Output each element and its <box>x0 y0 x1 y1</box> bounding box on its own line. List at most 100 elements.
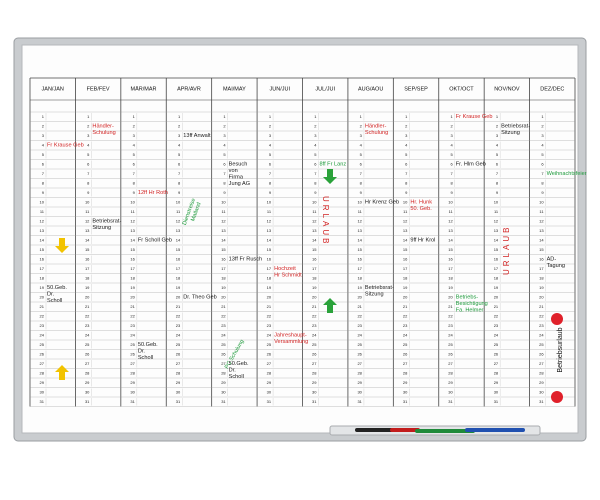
day-number: 4 <box>496 142 499 147</box>
day-number: 29 <box>85 380 90 385</box>
day-number: 15 <box>40 247 45 252</box>
day-number: 31 <box>403 399 408 404</box>
note: 8ff Fr Lanz <box>320 162 347 168</box>
month-header: JUN/JUI <box>270 86 291 92</box>
day-number: 23 <box>130 323 135 328</box>
day-number: 21 <box>448 304 453 309</box>
note: Dr. <box>47 292 55 298</box>
day-number: 21 <box>403 304 408 309</box>
day-number: 22 <box>448 313 453 318</box>
day-number: 12 <box>403 218 408 223</box>
note: 9ff Hr Krol <box>410 238 435 244</box>
day-number: 22 <box>176 313 181 318</box>
day-number: 1 <box>496 114 499 119</box>
note: 13ff Anwalt <box>183 133 211 139</box>
board <box>21 44 579 434</box>
day-number: 24 <box>40 332 45 337</box>
day-number: 17 <box>448 266 453 271</box>
day-number: 5 <box>496 152 499 157</box>
day-number: 4 <box>42 142 45 147</box>
note: Händler- <box>92 124 114 130</box>
day-number: 21 <box>130 304 135 309</box>
note: 12ff Hr Roth <box>138 190 168 196</box>
day-number: 23 <box>312 323 317 328</box>
day-number: 4 <box>360 142 363 147</box>
day-number: 22 <box>85 313 90 318</box>
day-number: 21 <box>357 304 362 309</box>
day-number: 2 <box>178 123 181 128</box>
day-number: 9 <box>178 190 181 195</box>
day-number: 12 <box>176 218 181 223</box>
day-number: 24 <box>448 332 453 337</box>
day-number: 7 <box>360 171 363 176</box>
day-number: 24 <box>130 332 135 337</box>
day-number: 3 <box>314 133 317 138</box>
day-number: 22 <box>494 313 499 318</box>
day-number: 23 <box>40 323 45 328</box>
day-number: 31 <box>40 399 45 404</box>
day-number: 14 <box>130 237 135 242</box>
day-number: 16 <box>539 256 544 261</box>
day-number: 2 <box>223 123 226 128</box>
day-number: 13 <box>221 228 226 233</box>
day-number: 30 <box>40 389 45 394</box>
day-number: 6 <box>314 161 317 166</box>
day-number: 20 <box>130 294 135 299</box>
day-number: 30 <box>403 389 408 394</box>
day-number: 5 <box>87 152 90 157</box>
day-number: 10 <box>176 199 181 204</box>
day-number: 7 <box>405 171 408 176</box>
day-number: 6 <box>496 161 499 166</box>
arrow-magnet <box>323 298 337 313</box>
note: URLAUB <box>502 225 511 275</box>
day-number: 27 <box>539 361 544 366</box>
day-number: 31 <box>312 399 317 404</box>
arrow-magnet <box>323 169 337 184</box>
day-number: 27 <box>494 361 499 366</box>
day-number: 17 <box>267 266 272 271</box>
note: Dr. Theo Geb <box>183 295 216 301</box>
day-number: 13 <box>312 228 317 233</box>
day-number: 23 <box>176 323 181 328</box>
day-number: 26 <box>130 351 135 356</box>
day-number: 22 <box>357 313 362 318</box>
note: Betriebsrat- <box>92 219 121 225</box>
note: Sitzung <box>92 225 111 231</box>
day-number: 25 <box>403 342 408 347</box>
day-number: 29 <box>267 380 272 385</box>
day-number: 3 <box>269 133 272 138</box>
day-number: 13 <box>130 228 135 233</box>
day-number: 11 <box>312 209 317 214</box>
day-number: 29 <box>176 380 181 385</box>
day-number: 14 <box>403 237 408 242</box>
day-number: 3 <box>223 133 226 138</box>
day-number: 16 <box>357 256 362 261</box>
day-number: 20 <box>221 294 226 299</box>
day-number: 29 <box>448 380 453 385</box>
note: Fr Scholl Geb <box>138 238 172 244</box>
day-number: 30 <box>176 389 181 394</box>
note: Hr Krenz Geb <box>365 200 399 206</box>
day-number: 9 <box>87 190 90 195</box>
day-number: 15 <box>85 247 90 252</box>
day-number: 14 <box>357 237 362 242</box>
day-number: 7 <box>451 171 454 176</box>
day-number: 13 <box>176 228 181 233</box>
day-number: 31 <box>130 399 135 404</box>
month-header: AUG/AOU <box>358 86 383 92</box>
day-number: 14 <box>40 237 45 242</box>
day-number: 28 <box>312 370 317 375</box>
day-number: 19 <box>130 285 135 290</box>
note: von <box>229 168 238 174</box>
day-number: 24 <box>85 332 90 337</box>
day-number: 15 <box>267 247 272 252</box>
note: Fr Krause Geb <box>456 114 493 120</box>
day-number: 6 <box>405 161 408 166</box>
note: Weihnachtsfeier <box>547 171 587 177</box>
day-number: 28 <box>357 370 362 375</box>
day-number: 10 <box>403 199 408 204</box>
day-number: 3 <box>133 133 136 138</box>
day-number: 28 <box>221 370 226 375</box>
day-number: 24 <box>176 332 181 337</box>
